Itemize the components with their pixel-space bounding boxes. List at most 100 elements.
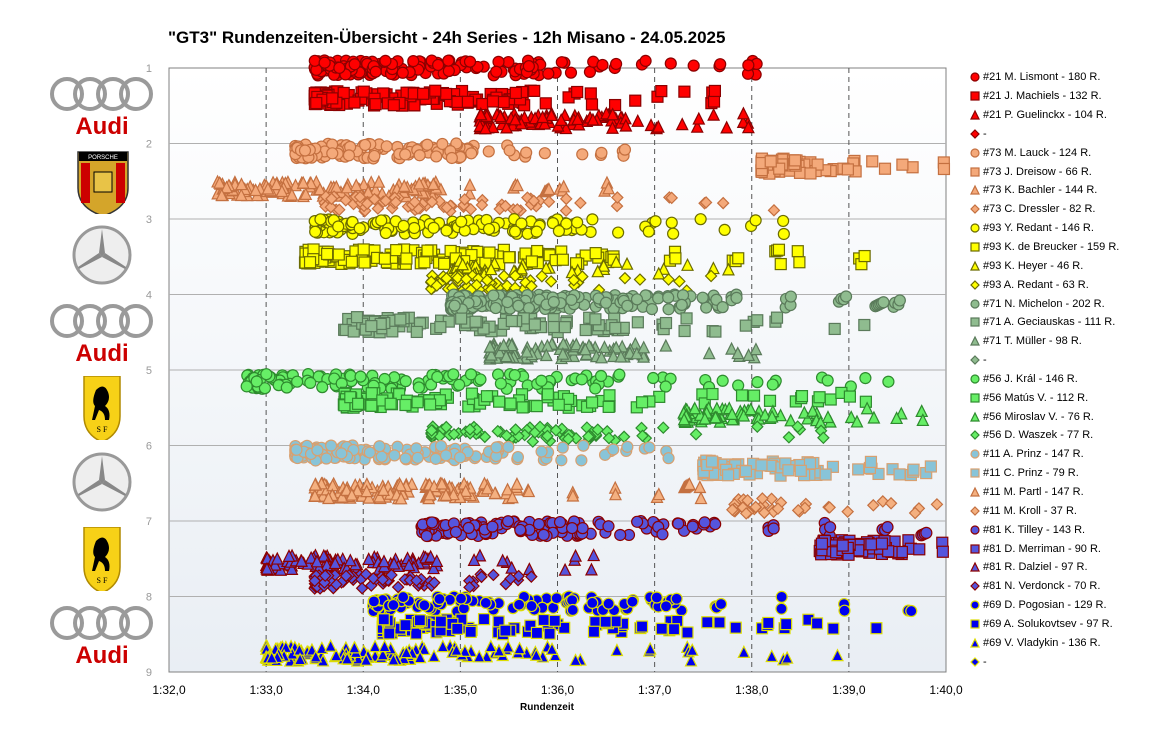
legend-marker bbox=[970, 167, 980, 177]
data-point bbox=[522, 484, 536, 498]
data-point bbox=[729, 621, 742, 634]
data-point bbox=[315, 641, 329, 655]
data-point bbox=[501, 639, 515, 653]
data-point bbox=[340, 651, 354, 665]
legend-marker bbox=[970, 260, 980, 271]
data-point bbox=[349, 178, 363, 192]
square-marker-icon bbox=[970, 619, 980, 629]
data-point bbox=[465, 248, 478, 262]
data-point bbox=[433, 592, 446, 606]
data-point bbox=[770, 311, 784, 324]
data-point bbox=[587, 625, 601, 638]
data-point bbox=[741, 120, 755, 134]
data-point bbox=[397, 179, 411, 192]
data-point bbox=[483, 339, 497, 353]
triangle-marker-icon bbox=[970, 486, 980, 497]
data-point bbox=[355, 581, 369, 595]
data-point bbox=[882, 545, 895, 558]
x-tick-label: 1:33,0 bbox=[249, 683, 283, 697]
data-point bbox=[554, 113, 568, 126]
data-point bbox=[431, 370, 444, 384]
data-point bbox=[447, 487, 460, 501]
data-point bbox=[440, 201, 454, 214]
legend-item: #81 R. Dalziel - 97 R. bbox=[968, 558, 1154, 577]
data-point bbox=[569, 548, 583, 562]
data-point bbox=[642, 225, 655, 238]
data-point bbox=[359, 652, 373, 666]
data-point bbox=[464, 368, 478, 381]
data-point bbox=[893, 468, 906, 481]
data-point bbox=[445, 151, 458, 165]
data-point bbox=[726, 503, 739, 517]
legend-label: #81 D. Merriman - 90 R. bbox=[983, 542, 1101, 555]
data-point bbox=[578, 342, 592, 356]
data-point bbox=[454, 592, 468, 605]
data-point bbox=[649, 215, 662, 228]
legend-marker bbox=[970, 600, 980, 610]
data-point bbox=[525, 255, 538, 268]
legend-item: #11 A. Prinz - 147 R. bbox=[968, 445, 1154, 464]
data-point bbox=[324, 638, 338, 652]
data-point bbox=[463, 423, 477, 436]
data-point bbox=[701, 616, 714, 629]
data-point bbox=[858, 249, 871, 263]
data-point bbox=[591, 264, 605, 278]
data-point bbox=[714, 58, 727, 71]
data-point bbox=[509, 423, 522, 436]
data-point bbox=[689, 427, 703, 441]
data-point bbox=[410, 574, 423, 587]
data-point bbox=[735, 389, 749, 402]
square-marker-icon bbox=[970, 468, 980, 478]
data-point bbox=[907, 463, 920, 476]
data-point bbox=[240, 380, 253, 393]
data-point bbox=[505, 338, 519, 352]
data-point bbox=[465, 147, 478, 160]
data-point bbox=[725, 407, 739, 420]
data-point bbox=[477, 613, 491, 626]
data-point bbox=[413, 149, 426, 162]
data-point bbox=[332, 220, 345, 233]
series-6 bbox=[755, 152, 951, 180]
data-point bbox=[742, 348, 756, 362]
data-point bbox=[393, 388, 406, 401]
data-point bbox=[275, 184, 289, 198]
data-point bbox=[378, 252, 391, 265]
square-marker-icon bbox=[970, 91, 980, 101]
data-point bbox=[647, 371, 660, 385]
data-point bbox=[920, 526, 933, 539]
data-point bbox=[215, 188, 229, 202]
audi-logo: Audi bbox=[48, 603, 156, 669]
data-point bbox=[699, 196, 713, 209]
data-point bbox=[610, 199, 624, 213]
data-point bbox=[285, 187, 299, 201]
data-point bbox=[749, 214, 762, 227]
data-point bbox=[558, 621, 571, 634]
circle-marker-icon bbox=[970, 223, 980, 233]
data-point bbox=[635, 620, 649, 633]
data-point bbox=[817, 431, 830, 445]
legend-marker bbox=[970, 355, 980, 365]
data-point bbox=[652, 292, 665, 305]
data-point bbox=[455, 312, 468, 325]
data-point bbox=[447, 427, 461, 441]
data-point bbox=[310, 96, 323, 110]
data-point bbox=[350, 311, 364, 324]
data-point bbox=[659, 600, 673, 613]
data-point bbox=[643, 441, 656, 454]
data-point bbox=[426, 177, 440, 191]
y-tick-label: 2 bbox=[146, 139, 152, 151]
data-point bbox=[423, 398, 437, 411]
legend-marker bbox=[970, 449, 980, 459]
data-point bbox=[260, 368, 273, 381]
data-point bbox=[558, 562, 572, 576]
data-point bbox=[417, 642, 431, 656]
data-point bbox=[696, 291, 709, 304]
data-point bbox=[513, 641, 527, 655]
data-point bbox=[291, 375, 304, 388]
triangle-marker-icon bbox=[970, 260, 980, 271]
square-marker-icon bbox=[970, 242, 980, 252]
diamond-marker-icon bbox=[970, 279, 980, 290]
data-point bbox=[473, 548, 487, 562]
y-tick-label: 8 bbox=[146, 592, 152, 604]
legend-item: #93 K. Heyer - 46 R. bbox=[968, 256, 1154, 275]
